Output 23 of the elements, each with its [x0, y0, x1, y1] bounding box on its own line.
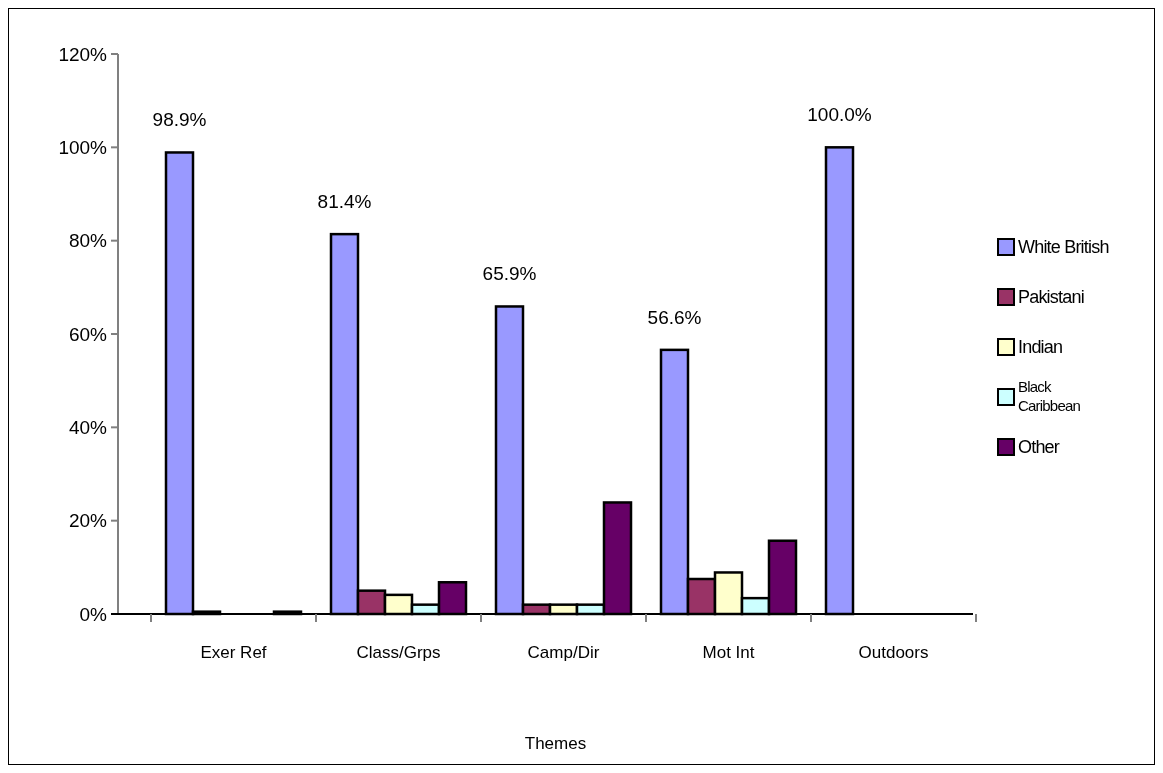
x-tick-label: Outdoors	[858, 643, 929, 662]
x-tick-label: Camp/Dir	[527, 643, 600, 662]
y-tick-label: 120%	[58, 43, 108, 65]
y-tick-label: 100%	[58, 136, 108, 158]
data-label: 65.9%	[482, 263, 537, 285]
x-axis-title: Themes	[524, 734, 587, 753]
y-tick-label: 40%	[68, 416, 108, 438]
legend-label: Other	[1018, 437, 1060, 458]
y-tick-label: 60%	[68, 323, 108, 345]
data-label: 98.9%	[152, 109, 207, 131]
data-label: 56.6%	[647, 306, 702, 328]
x-tick-label: Exer Ref	[200, 643, 267, 662]
data-label: 81.4%	[317, 191, 372, 213]
y-tick-label: 80%	[68, 230, 108, 252]
data-label: 100.0%	[807, 104, 872, 126]
x-tick-label: Mot Int	[702, 643, 755, 662]
legend-label: Black Caribbean	[1018, 378, 1081, 414]
y-tick-label: 20%	[68, 510, 108, 532]
y-tick-label: 0%	[79, 603, 108, 625]
legend-label: Indian	[1018, 337, 1063, 358]
x-tick-label: Class/Grps	[356, 643, 441, 662]
legend-label: Pakistani	[1018, 287, 1084, 308]
legend-label: White British	[1018, 237, 1109, 258]
